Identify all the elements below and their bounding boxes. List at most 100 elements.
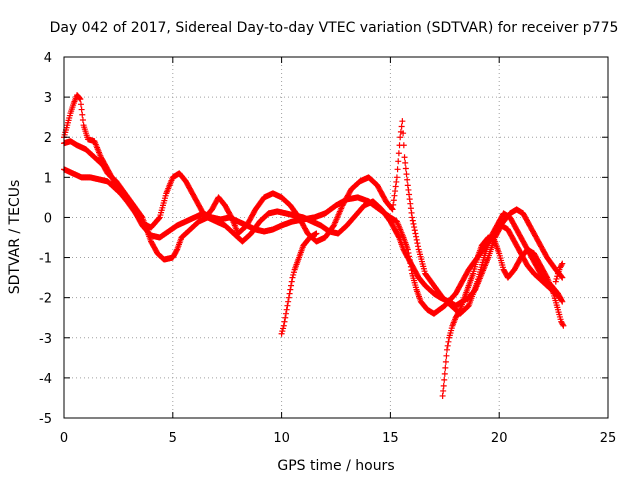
data-point — [97, 152, 104, 159]
data-point — [554, 304, 561, 311]
x-tick-label: 15 — [382, 431, 399, 446]
data-point — [549, 289, 556, 296]
data-point — [523, 260, 530, 267]
plot-frame — [63, 56, 609, 419]
data-point — [414, 272, 421, 279]
data-point — [559, 321, 566, 328]
x-tick-label: 20 — [491, 431, 508, 446]
data-point — [542, 252, 549, 259]
data-point — [295, 256, 302, 263]
data-point — [294, 212, 301, 219]
data-point — [407, 263, 414, 270]
data-point — [194, 200, 201, 207]
data-point — [290, 269, 297, 276]
data-point — [411, 224, 418, 231]
data-point — [543, 273, 550, 280]
data-point — [421, 268, 428, 275]
data-point — [329, 224, 336, 231]
data-point — [495, 248, 502, 255]
data-point — [394, 166, 401, 173]
data-point — [372, 180, 379, 187]
data-point — [395, 158, 402, 165]
data-point — [442, 358, 449, 365]
data-point — [400, 130, 407, 137]
data-point — [516, 248, 523, 255]
x-tick-label: 0 — [60, 431, 68, 446]
data-point — [512, 224, 519, 231]
y-tick-label: 2 — [44, 131, 52, 146]
data-point — [391, 192, 398, 199]
data-point — [77, 101, 84, 108]
data-point — [287, 286, 294, 293]
y-tick-label: -2 — [39, 292, 52, 307]
data-point — [281, 318, 288, 325]
data-point — [407, 205, 414, 212]
data-point — [282, 314, 289, 321]
data-point — [406, 253, 413, 260]
y-tick-label: 3 — [44, 91, 52, 106]
series-track-d — [278, 230, 320, 337]
data-point — [66, 112, 73, 119]
data-point — [557, 263, 564, 270]
data-point — [452, 316, 459, 323]
data-point — [401, 154, 408, 161]
data-point — [279, 328, 286, 335]
data-point — [155, 215, 162, 222]
data-point — [463, 304, 470, 311]
data-point — [442, 364, 449, 371]
data-point — [397, 134, 404, 141]
data-point — [557, 316, 564, 323]
grid-lines — [64, 57, 608, 418]
data-point — [439, 392, 446, 399]
data-point — [280, 322, 287, 329]
data-point — [457, 281, 464, 288]
series-track-a — [61, 138, 564, 309]
series-track-f — [552, 260, 566, 285]
data-point — [388, 205, 395, 212]
data-point — [288, 282, 295, 289]
data-point — [116, 187, 123, 194]
data-point — [518, 236, 525, 243]
series-track-e — [439, 234, 567, 399]
data-point — [392, 188, 399, 195]
data-point — [406, 196, 413, 203]
data-point — [79, 116, 86, 123]
x-axis-label: GPS time / hours — [277, 458, 394, 474]
data-point — [227, 212, 234, 219]
data-point — [172, 248, 179, 255]
data-point — [285, 294, 292, 301]
y-tick-label: -3 — [39, 332, 52, 347]
tick-labels: 0 5 10 15 20 25 -5 -4 -3 -2 -1 0 1 2 3 4 — [39, 51, 616, 446]
data-point — [103, 163, 110, 170]
data-point — [412, 230, 419, 237]
data-points — [61, 92, 567, 399]
data-point — [444, 342, 451, 349]
data-point — [76, 95, 83, 102]
data-point — [284, 302, 291, 309]
data-point — [412, 284, 419, 291]
x-tick-label: 5 — [169, 431, 177, 446]
data-point — [395, 150, 402, 157]
data-point — [465, 284, 472, 291]
data-point — [341, 224, 348, 231]
data-point — [289, 274, 296, 281]
data-point — [443, 346, 450, 353]
data-point — [404, 182, 411, 189]
data-point — [480, 256, 487, 263]
y-tick-label: -1 — [39, 252, 52, 267]
data-point — [411, 227, 418, 234]
data-point — [402, 165, 409, 172]
data-point — [398, 123, 405, 130]
y-axis-label: SDTVAR / TECUs — [7, 180, 23, 295]
data-point — [400, 142, 407, 149]
data-point — [156, 215, 163, 222]
y-tick-label: 4 — [44, 51, 52, 66]
data-point — [251, 208, 258, 215]
data-point — [406, 191, 413, 198]
data-point — [285, 298, 292, 305]
data-point — [394, 232, 401, 239]
data-point — [464, 268, 471, 275]
y-tick-label: -5 — [39, 412, 52, 427]
data-point — [399, 118, 406, 125]
data-point — [241, 224, 248, 231]
